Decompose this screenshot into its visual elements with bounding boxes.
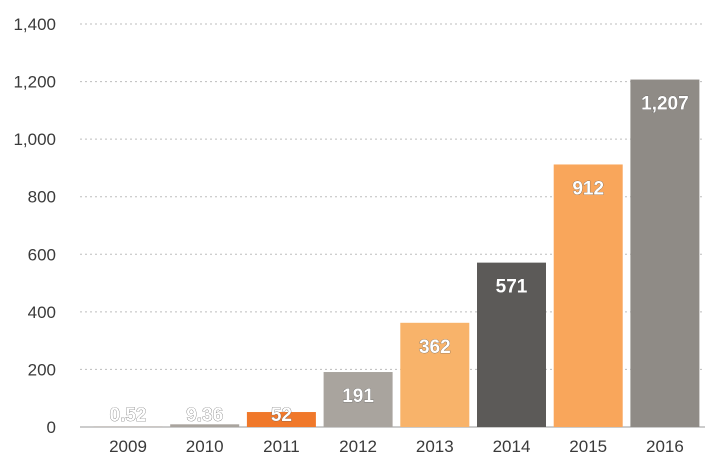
bar-value-label: 1,207	[641, 94, 689, 115]
x-tick-label: 2011	[263, 437, 300, 456]
x-tick-label: 2016	[646, 437, 684, 456]
y-tick-label: 600	[28, 245, 56, 264]
bar-2012	[323, 372, 393, 427]
x-axis-tick-labels: 2009 2010 2011 2012 2013 2014 2015 2016	[109, 437, 684, 456]
bar-value-label: 191	[342, 386, 374, 407]
bar-value-label: 0.52	[110, 405, 147, 426]
bar-2014	[477, 262, 546, 427]
bar-2009	[93, 426, 163, 427]
x-tick-label: 2013	[416, 437, 454, 456]
x-tick-label: 2009	[109, 437, 147, 456]
bar-2011	[246, 412, 316, 427]
y-tick-label: 1,400	[13, 15, 56, 34]
x-tick-label: 2010	[186, 437, 224, 456]
y-axis-tick-labels: 0 200 400 600 800 1,000 1,200 1,400	[13, 15, 56, 437]
bar-value-label: 912	[572, 178, 604, 199]
bar-2013	[400, 322, 470, 427]
y-tick-label: 1,200	[13, 73, 56, 92]
y-tick-label: 400	[28, 303, 56, 322]
x-tick-label: 2015	[569, 437, 607, 456]
y-tick-label: 0	[47, 418, 56, 437]
bar-value-label: 362	[419, 337, 451, 358]
x-tick-label: 2014	[493, 437, 531, 456]
bar-value-label: 52	[271, 405, 292, 426]
bar-value-label: 571	[496, 277, 528, 298]
y-tick-label: 200	[28, 360, 56, 379]
bar-2015	[553, 164, 623, 427]
y-tick-label: 800	[28, 188, 56, 207]
bar-2010	[170, 424, 240, 427]
bar-value-labels: 0.52 9.36 52 191 362 571 912 1,207	[109, 93, 689, 426]
bar-2016	[630, 79, 700, 427]
x-tick-label: 2012	[339, 437, 377, 456]
bar-value-label: 9.36	[186, 405, 223, 426]
y-tick-label: 1,000	[13, 130, 56, 149]
bars	[93, 79, 700, 427]
